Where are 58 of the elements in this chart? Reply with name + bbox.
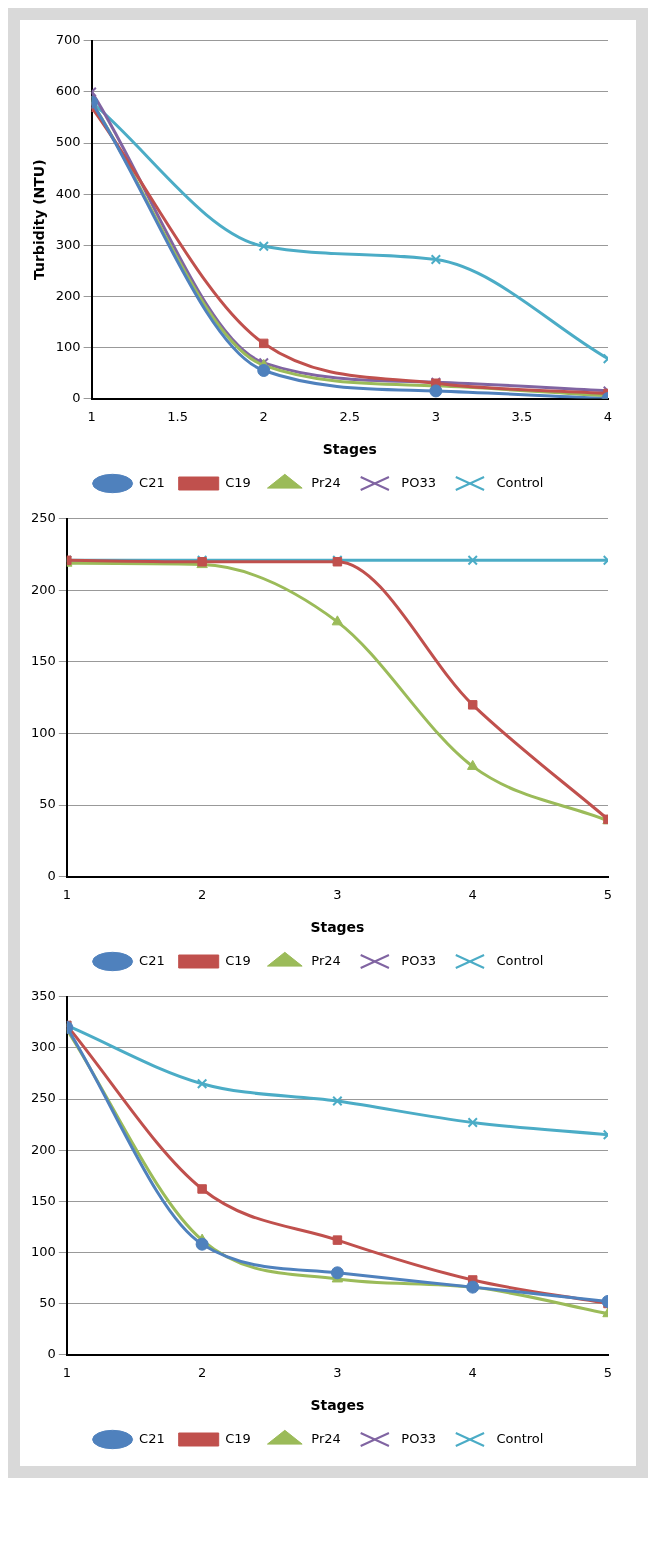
legend-label: C21 xyxy=(139,952,165,968)
legend-label: Pr24 xyxy=(311,1430,341,1446)
x-axis-title: Stages xyxy=(310,1397,365,1414)
legend-label: Control xyxy=(496,474,544,490)
x-tick-label: 3 xyxy=(431,408,441,424)
y-tick-label: 200 xyxy=(55,287,81,303)
x-axis-title: Stages xyxy=(310,919,365,936)
x-tick-label: 4 xyxy=(468,886,477,902)
y-tick-label: 250 xyxy=(30,1090,56,1106)
legend-label: Pr24 xyxy=(311,952,341,968)
legend-label: PO33 xyxy=(401,952,436,968)
y-tick-label: 600 xyxy=(55,83,81,99)
y-tick-label: 0 xyxy=(72,389,81,405)
y-tick-label: 300 xyxy=(55,236,81,252)
x-tick-label: 3.5 xyxy=(511,408,533,424)
y-tick-label: 200 xyxy=(30,1141,56,1157)
y-tick-label: 50 xyxy=(39,1294,56,1310)
x-axis-title: Stages xyxy=(322,441,377,458)
legend-label: C19 xyxy=(225,952,251,968)
y-tick-label: 150 xyxy=(30,1192,56,1208)
legend-label: PO33 xyxy=(401,1430,436,1446)
legend-label: C19 xyxy=(225,1430,251,1446)
y-tick-label: 400 xyxy=(55,185,81,201)
x-tick-label: 1 xyxy=(62,886,71,902)
legend-label: C19 xyxy=(225,474,251,490)
legend-label: C21 xyxy=(139,474,165,490)
y-tick-label: 300 xyxy=(30,1039,56,1055)
y-tick-label: 0 xyxy=(47,1345,56,1361)
y-tick-label: 700 xyxy=(55,32,81,48)
y-tick-label: 150 xyxy=(30,653,56,669)
x-tick-label: 1.5 xyxy=(167,408,189,424)
x-tick-label: 1 xyxy=(62,1364,71,1380)
y-tick-label: 50 xyxy=(39,796,56,812)
x-tick-label: 2 xyxy=(259,408,268,424)
y-tick-label: 250 xyxy=(30,510,56,526)
x-tick-label: 5 xyxy=(603,1364,613,1380)
x-tick-label: 2 xyxy=(197,886,207,902)
x-tick-label: 3 xyxy=(333,886,342,902)
y-tick-label: 200 xyxy=(30,581,56,597)
y-tick-label: 100 xyxy=(30,1243,56,1259)
y-tick-label: 500 xyxy=(55,134,81,150)
x-tick-label: 5 xyxy=(603,886,613,902)
y-tick-label: 100 xyxy=(55,338,81,354)
x-tick-label: 1 xyxy=(87,408,96,424)
y-axis-title: Turbidity (NTU) xyxy=(31,159,48,281)
y-tick-label: 350 xyxy=(30,988,56,1004)
legend-label: Pr24 xyxy=(311,474,341,490)
y-tick-label: 0 xyxy=(47,867,56,883)
y-tick-label: 100 xyxy=(30,724,56,740)
legend-label: C21 xyxy=(139,1430,165,1446)
x-tick-label: 2.5 xyxy=(339,408,361,424)
legend-label: PO33 xyxy=(401,474,436,490)
legend-label: Control xyxy=(496,952,544,968)
x-tick-label: 4 xyxy=(468,1364,477,1380)
x-tick-label: 3 xyxy=(333,1364,342,1380)
legend-label: Control xyxy=(496,1430,544,1446)
x-tick-label: 4 xyxy=(603,408,613,424)
x-tick-label: 2 xyxy=(197,1364,207,1380)
